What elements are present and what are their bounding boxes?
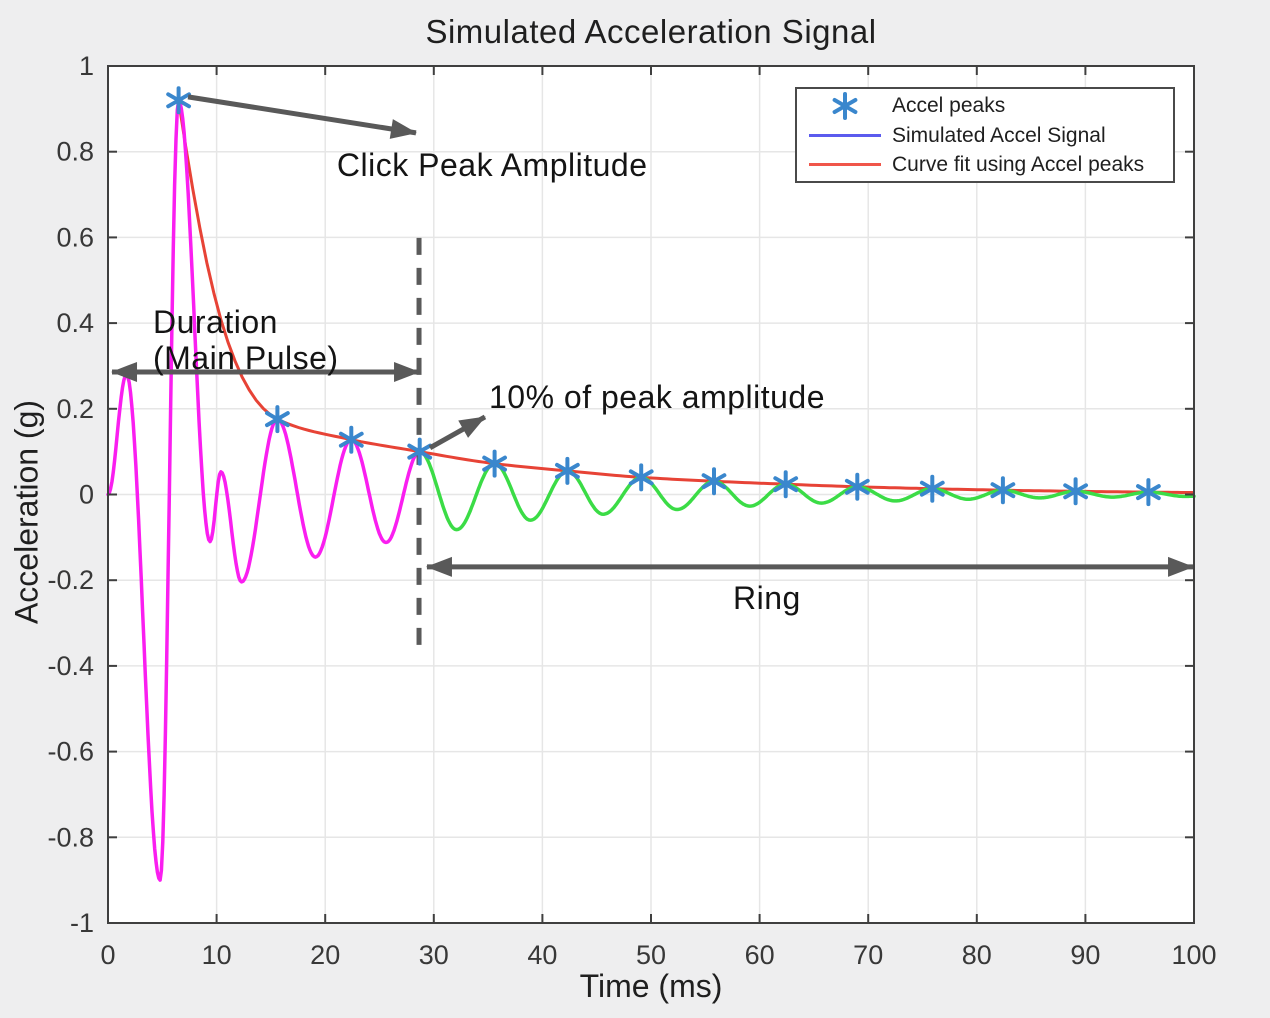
x-tick-label: 60 bbox=[745, 940, 775, 970]
accel-peak-marker[interactable] bbox=[482, 449, 507, 478]
legend-item-curve-fit: Curve fit using Accel peaks bbox=[797, 150, 1173, 179]
signal-line-ring bbox=[417, 449, 1196, 532]
y-tick-label: 0.4 bbox=[56, 308, 94, 338]
y-tick-label: 0.2 bbox=[56, 394, 94, 424]
annotation-arrow-ten-percent bbox=[428, 414, 487, 450]
accel-peak-marker[interactable] bbox=[628, 463, 654, 492]
x-tick-label: 40 bbox=[527, 940, 557, 970]
legend-label: Simulated Accel Signal bbox=[892, 123, 1106, 147]
annotation-click-peak-amplitude: Click Peak Amplitude bbox=[336, 146, 648, 183]
y-tick-label: -0.8 bbox=[47, 822, 94, 852]
y-tick-label: -0.4 bbox=[47, 651, 94, 681]
legend-item-accel-peaks: Accel peaks bbox=[797, 91, 1173, 121]
y-tick-label: -1 bbox=[70, 908, 94, 938]
y-tick-label: -0.6 bbox=[47, 737, 94, 767]
x-tick-label: 30 bbox=[419, 940, 449, 970]
annotation-ten-percent-peak: 10% of peak amplitude bbox=[488, 378, 826, 415]
accel-peak-marker[interactable] bbox=[338, 425, 364, 454]
legend-item-simulated-signal: Simulated Accel Signal bbox=[797, 121, 1173, 150]
legend-label: Accel peaks bbox=[892, 94, 1006, 117]
y-tick-label: 0.8 bbox=[56, 137, 94, 167]
x-tick-label: 100 bbox=[1171, 940, 1216, 970]
accel-peak-marker[interactable] bbox=[1136, 478, 1161, 507]
accel-peak-marker[interactable] bbox=[555, 456, 580, 485]
accel-peak-marker[interactable] bbox=[773, 470, 799, 499]
x-tick-label: 70 bbox=[853, 940, 883, 970]
signal-line-main-pulse bbox=[106, 98, 422, 882]
annotation-arrow-click-peak bbox=[187, 94, 417, 139]
x-tick-label: 50 bbox=[636, 940, 666, 970]
line-swatch-icon bbox=[797, 163, 892, 166]
y-axis-label: Acceleration (g) bbox=[8, 399, 45, 625]
accel-peak-marker[interactable] bbox=[265, 405, 290, 434]
chart-title: Simulated Acceleration Signal bbox=[425, 13, 877, 50]
x-tick-label: 20 bbox=[310, 940, 340, 970]
accel-peak-marker[interactable] bbox=[844, 472, 870, 501]
accel-peak-marker[interactable] bbox=[919, 474, 945, 503]
x-axis-label: Time (ms) bbox=[579, 968, 723, 1004]
y-tick-label: 1 bbox=[79, 51, 94, 81]
annotation-duration-main-pulse: Duration (Main Pulse) bbox=[152, 303, 339, 376]
legend: Accel peaks Simulated Accel Signal Curve… bbox=[795, 87, 1175, 183]
legend-label: Curve fit using Accel peaks bbox=[892, 152, 1145, 176]
accel-peak-marker[interactable] bbox=[407, 437, 433, 466]
y-tick-label: 0.6 bbox=[56, 222, 94, 252]
annotation-ring: Ring bbox=[732, 580, 801, 617]
accel-peak-marker[interactable] bbox=[166, 86, 191, 115]
accel-peak-marker[interactable] bbox=[1063, 477, 1088, 506]
axes-frame bbox=[107, 65, 1195, 924]
x-tick-label: 90 bbox=[1070, 940, 1100, 970]
y-tick-label: -0.2 bbox=[47, 565, 94, 595]
x-tick-label: 10 bbox=[202, 940, 232, 970]
asterisk-marker-icon bbox=[797, 90, 892, 122]
x-tick-label: 80 bbox=[962, 940, 992, 970]
line-swatch-icon bbox=[797, 134, 892, 137]
accel-peak-marker[interactable] bbox=[701, 467, 727, 496]
y-tick-label: 0 bbox=[79, 480, 94, 510]
x-tick-label: 0 bbox=[100, 940, 115, 970]
accel-peak-marker[interactable] bbox=[990, 476, 1016, 505]
